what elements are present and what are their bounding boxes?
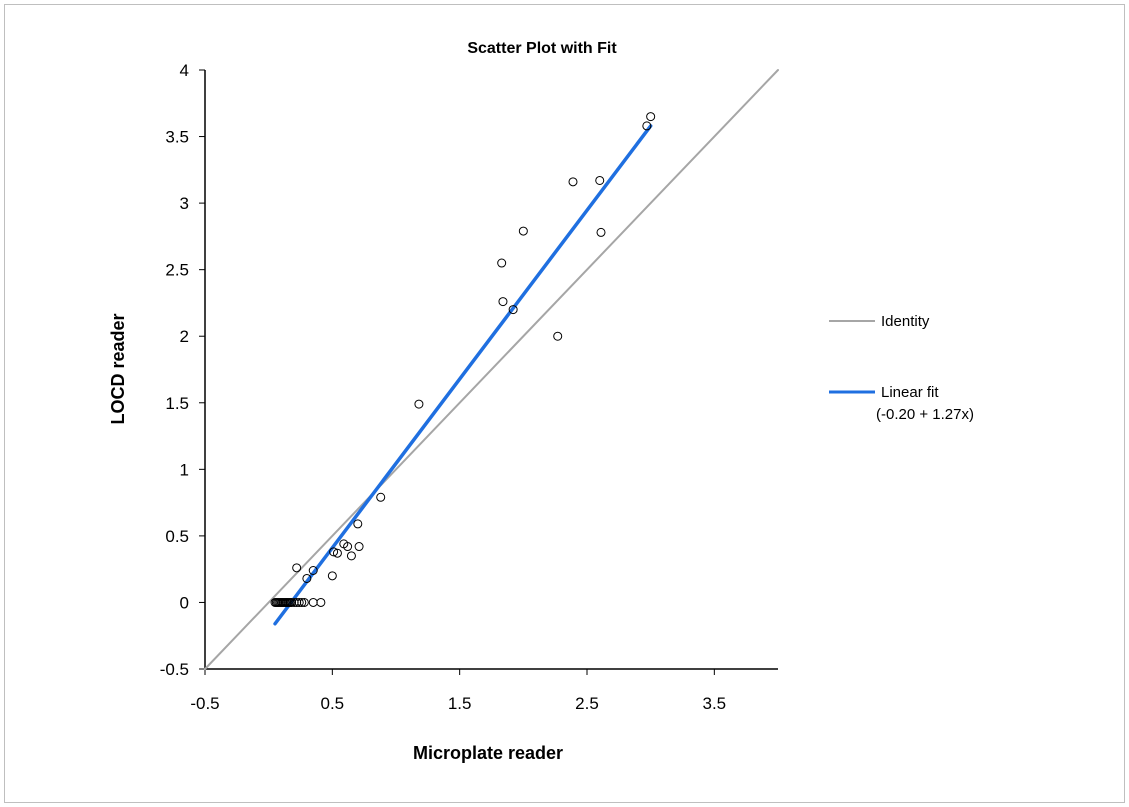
y-tick-label: 3 — [180, 194, 189, 213]
chart-frame — [4, 4, 1125, 803]
data-point — [354, 542, 364, 552]
legend-label-linear-fit: Linear fit — [881, 384, 939, 401]
y-tick-label: 2 — [180, 327, 189, 346]
x-tick-label: -0.5 — [190, 694, 219, 713]
plot-area: -0.5 0 0.5 1 1.5 2 2.5 3 3.5 4 -0.5 0.5 1.5 2.5 3.5 — [160, 61, 779, 713]
data-point — [294, 597, 304, 607]
data-point — [376, 492, 386, 502]
legend: Identity Linear fit (-0.20 + 1.27x) — [829, 313, 974, 423]
y-tick-label: 4 — [180, 61, 189, 80]
legend-sublabel-linear-fit: (-0.20 + 1.27x) — [876, 406, 974, 423]
data-point — [508, 305, 518, 315]
data-point — [297, 597, 307, 607]
y-tick-label: 0.5 — [165, 527, 189, 546]
data-point — [316, 597, 326, 607]
x-axis-label: Microplate reader — [413, 743, 563, 763]
y-tick-label: -0.5 — [160, 660, 189, 679]
series-line-identity — [204, 69, 779, 670]
y-tick-label: 2.5 — [165, 261, 189, 280]
data-point — [343, 542, 353, 552]
y-tick-label: 1.5 — [165, 394, 189, 413]
data-point — [596, 227, 606, 237]
x-tick-label: 0.5 — [321, 694, 345, 713]
data-point — [302, 573, 312, 583]
y-tick-label: 0 — [180, 593, 189, 612]
data-point — [308, 597, 318, 607]
data-point — [332, 548, 342, 558]
data-point — [299, 597, 309, 607]
data-point — [346, 551, 356, 561]
data-point — [497, 258, 507, 268]
x-tick-label: 3.5 — [703, 694, 727, 713]
data-point — [414, 399, 424, 409]
data-point — [553, 331, 563, 341]
y-tick-label: 1 — [180, 460, 189, 479]
x-tick-label: 2.5 — [575, 694, 599, 713]
y-axis-label: LOCD reader — [108, 313, 128, 424]
series-line-linear-fit — [273, 124, 653, 626]
data-point — [308, 565, 318, 575]
data-point — [568, 177, 578, 187]
data-point — [595, 175, 605, 185]
data-point — [327, 571, 337, 581]
legend-label-identity: Identity — [881, 313, 930, 330]
data-point — [353, 519, 363, 529]
data-point — [642, 121, 652, 131]
data-point — [498, 297, 508, 307]
x-tick-label: 1.5 — [448, 694, 472, 713]
data-point — [646, 112, 656, 122]
data-point — [329, 547, 339, 557]
y-tick-label: 3.5 — [165, 128, 189, 147]
data-point — [292, 563, 302, 573]
chart-title: Scatter Plot with Fit — [467, 40, 617, 57]
data-point — [518, 226, 528, 236]
